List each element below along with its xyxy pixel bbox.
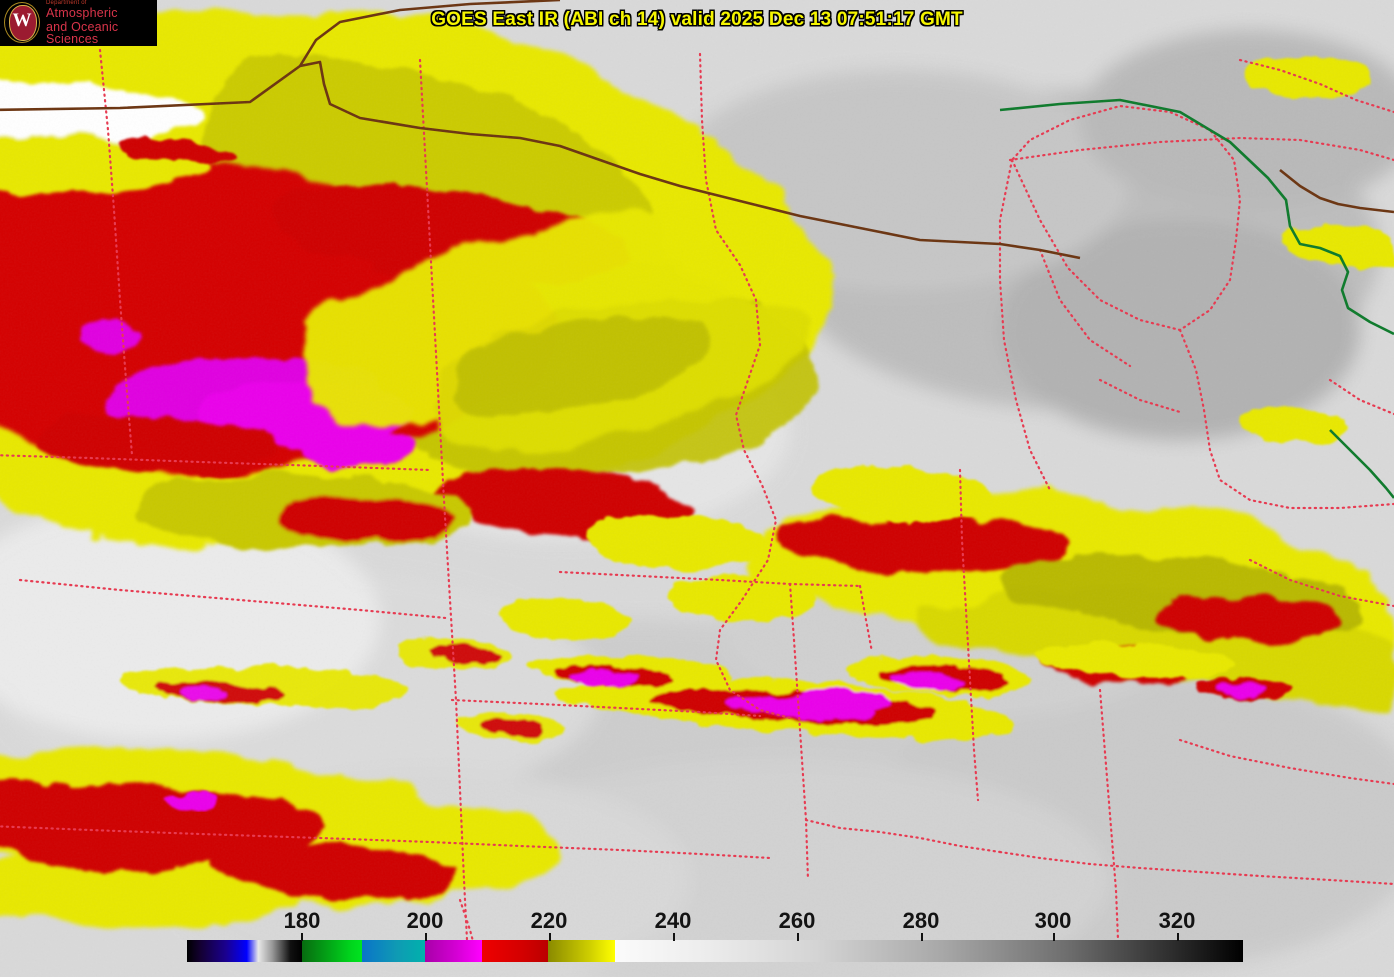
uw-aos-logo: W Department of Atmospheric and Oceanic … [0,0,157,46]
colorbar-segment-red [482,940,548,962]
colorbar-segment-yellow [548,940,615,962]
colorbar-label-300: 300 [1034,908,1072,933]
colorbar-segment-magenta [425,940,482,962]
colorbar-segment-teal [362,940,425,962]
logo-line-2: and Oceanic Sciences [46,19,119,47]
colorbar-label-220: 220 [530,908,568,933]
colorbar-label-200: 200 [406,908,444,933]
crest-letter: W [12,10,32,31]
colorbar [187,940,1243,962]
colorbar-label-260: 260 [778,908,816,933]
colorbar-label-180: 180 [283,908,321,933]
colorbar-tick-labels: 180 200 220 240 260 280 300 320 [0,908,1394,934]
uw-crest-icon: W [3,2,41,44]
colorbar-gradient [187,940,1243,962]
colorbar-segment-grayscale [615,940,1243,962]
colorbar-label-280: 280 [902,908,940,933]
page-title: GOES East IR (ABI ch 14) valid 2025 Dec … [431,9,963,30]
colorbar-ticks [187,933,1243,941]
colorbar-label-320: 320 [1158,908,1196,933]
logo-department-line: Department of [46,0,87,7]
logo-line-1: Atmospheric [46,6,118,21]
colorbar-label-240: 240 [654,908,692,933]
colorbar-segment-cold [187,940,302,962]
colorbar-segment-green [302,940,362,962]
